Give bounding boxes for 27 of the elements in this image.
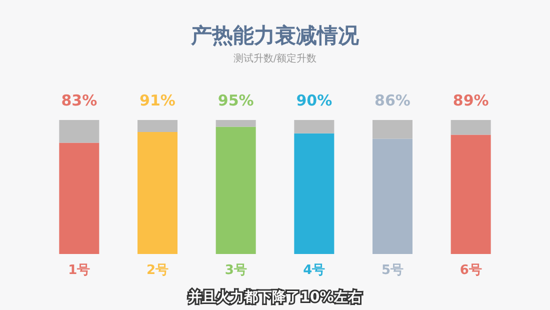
x-tick-label: 4号	[303, 263, 326, 278]
bar	[216, 120, 256, 127]
data-label: 89%	[452, 92, 489, 110]
data-label: 90%	[296, 92, 332, 110]
bar	[372, 120, 412, 139]
x-tick-label: 2号	[146, 263, 169, 278]
bar	[59, 142, 100, 254]
text: 并且火力都下降了10%左右	[187, 288, 362, 306]
bar	[138, 132, 178, 254]
bar	[216, 126, 256, 254]
data-label: 83%	[61, 92, 98, 110]
bar	[450, 120, 491, 135]
bar	[138, 120, 178, 132]
x-tick-label: 1号	[68, 263, 90, 278]
bar	[450, 134, 491, 254]
chart-subtitle: 测试升数/额定升数	[233, 52, 317, 64]
bar	[294, 133, 334, 254]
bar	[59, 120, 100, 143]
x-tick-label: 6号	[460, 263, 482, 278]
data-label: 95%	[218, 92, 254, 110]
data-label: 86%	[374, 92, 410, 110]
data-label: 91%	[140, 92, 176, 110]
bar	[294, 120, 334, 134]
bar	[372, 138, 412, 254]
x-tick-label: 3号	[224, 263, 247, 278]
x-tick-label: 5号	[381, 263, 404, 278]
chart-title: 产热能力衰减情况	[190, 24, 360, 48]
